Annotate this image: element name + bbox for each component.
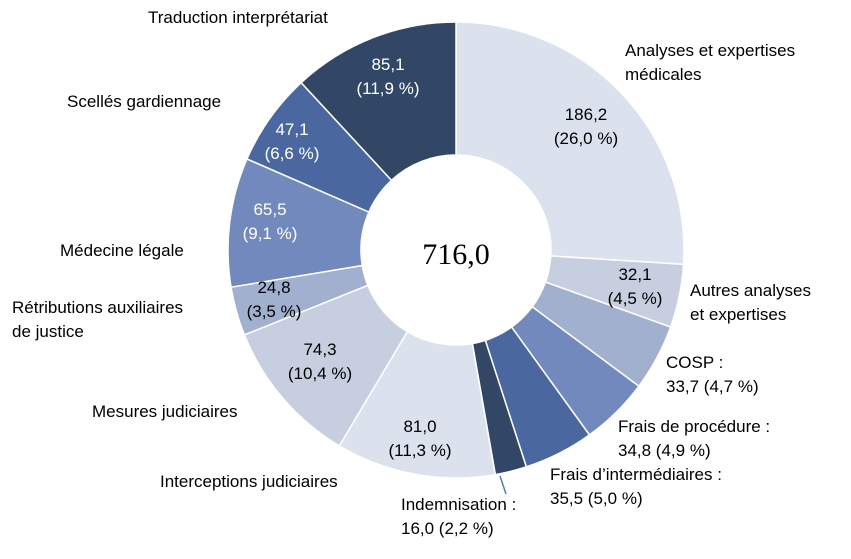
category-label-2-1: 33,7 (4,7 %) <box>666 377 759 396</box>
category-label-11-0: Traduction interprétariat <box>148 8 328 27</box>
slice-percent-label-1: (4,5 %) <box>608 289 663 308</box>
category-label-5-1: 16,0 (2,2 %) <box>401 519 494 538</box>
slice-percent-label-11: (11,9 %) <box>357 79 420 98</box>
slice-value-label-0: 186,2 <box>565 105 608 124</box>
slice-percent-label-8: (3,5 %) <box>247 302 302 321</box>
category-label-3-1: 34,8 (4,9 %) <box>618 441 711 460</box>
category-label-1-0: Autres analyses <box>690 281 811 300</box>
category-label-3-0: Frais de procédure : <box>618 417 770 436</box>
category-label-4-1: 35,5 (5,0 %) <box>550 489 643 508</box>
slice-value-label-10: 47,1 <box>275 120 308 139</box>
slice-value-label-11: 85,1 <box>371 55 404 74</box>
category-label-6-0: Interceptions judiciaires <box>160 472 338 491</box>
category-label-9-0: Médecine légale <box>60 241 184 260</box>
center-total: 716,0 <box>422 238 490 271</box>
category-label-7-0: Mesures judiciaires <box>92 402 238 421</box>
slice-percent-label-6: (11,3 %) <box>389 441 452 460</box>
slice-11 <box>300 21 457 182</box>
indemnisation-leader-line <box>499 475 507 495</box>
slice-percent-label-7: (10,4 %) <box>288 364 352 383</box>
category-label-1-1: et expertises <box>690 305 786 324</box>
slice-value-label-6: 81,0 <box>403 417 436 436</box>
category-label-5-0: Indemnisation : <box>401 495 516 514</box>
inner-value-labels: 186,2 (26,0 %) 32,1 (4,5 %) 81,0 (11,3 %) 74,3… <box>243 55 663 460</box>
category-label-8-1: de justice <box>12 322 84 341</box>
slice-value-label-8: 24,8 <box>257 278 290 297</box>
category-label-2-0: COSP : <box>666 353 723 372</box>
category-label-8-0: Rétributions auxiliaires <box>12 298 183 317</box>
category-label-0-0: Analyses et expertises <box>625 41 795 60</box>
slice-percent-label-9: (9,1 %) <box>243 224 298 243</box>
slice-value-label-7: 74,3 <box>303 340 336 359</box>
slice-percent-label-0: (26,0 %) <box>554 129 618 148</box>
category-label-0-1: médicales <box>625 65 702 84</box>
slice-value-label-1: 32,1 <box>618 265 651 284</box>
slice-percent-label-10: (6,6 %) <box>265 144 320 163</box>
outer-category-labels: Analyses et expertises médicales Autres an… <box>12 8 811 538</box>
category-label-10-0: Scellés gardiennage <box>67 92 221 111</box>
slice-0 <box>455 21 685 266</box>
category-label-4-0: Frais d’intermédiaires : <box>550 465 722 484</box>
slices-group <box>227 21 685 479</box>
slice-value-label-9: 65,5 <box>253 200 286 219</box>
